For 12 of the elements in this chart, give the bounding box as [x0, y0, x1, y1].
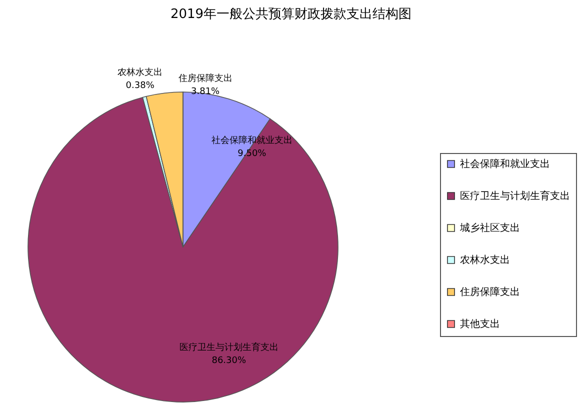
legend-label: 社会保障和就业支出 [460, 158, 550, 170]
slice-label: 医疗卫生与计划生育支出 [179, 342, 278, 353]
legend-label: 其他支出 [460, 318, 500, 330]
slice-label: 住房保障支出 [178, 73, 232, 84]
legend-label: 城乡社区支出 [459, 222, 520, 234]
legend-label: 医疗卫生与计划生育支出 [460, 190, 570, 202]
slice-label: 农林水支出 [118, 67, 163, 78]
legend-label: 农林水支出 [460, 254, 510, 266]
data-label: 0.38% [126, 81, 155, 92]
legend-label: 住房保障支出 [460, 286, 520, 298]
chart-title: 2019年一般公共预算财政拨款支出结构图 [170, 7, 412, 22]
data-label: 86.30% [212, 356, 246, 366]
